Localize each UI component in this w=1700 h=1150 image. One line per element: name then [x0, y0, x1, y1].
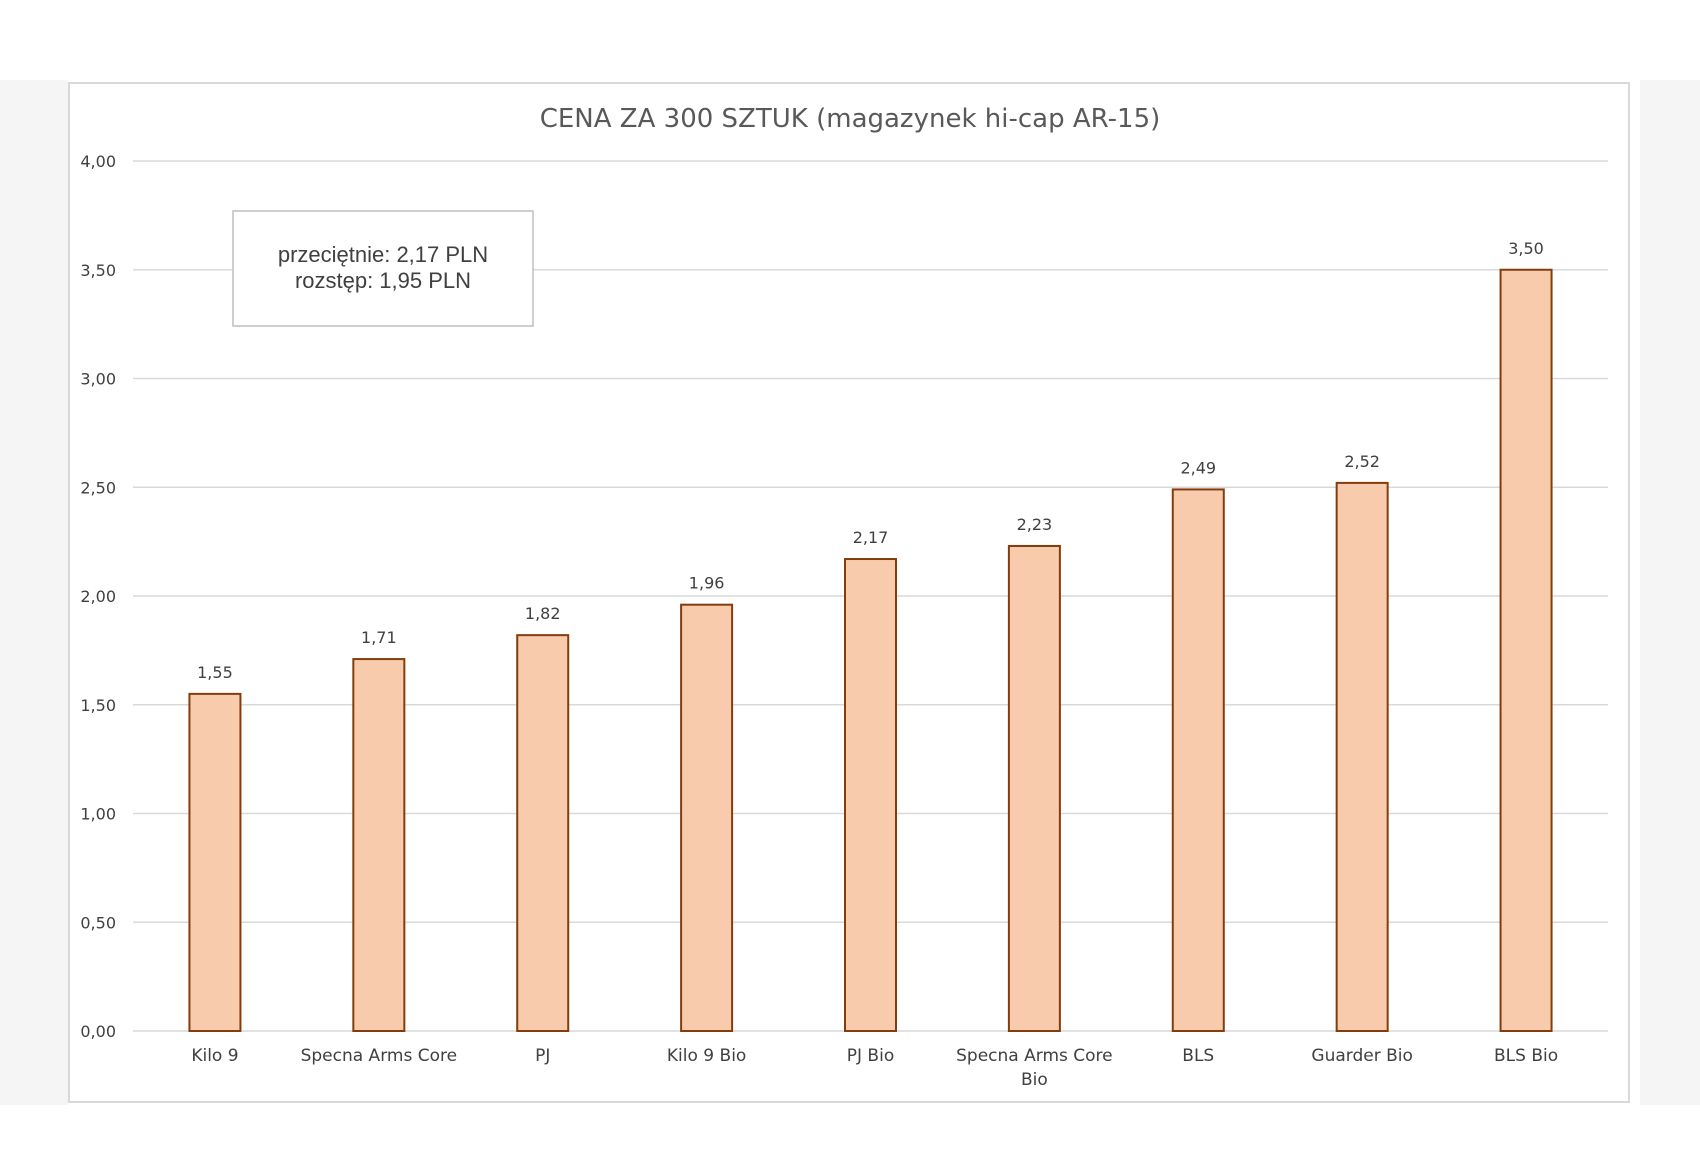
y-tick-label: 0,00 [80, 1022, 116, 1041]
annotation-box-border [232, 210, 534, 327]
y-axis-tick-labels: 0,00 0,50 1,00 1,50 2,00 2,50 3,00 3,50 4,00 [80, 152, 116, 1041]
bar [516, 634, 570, 1033]
bar [1335, 481, 1389, 1032]
x-category-label: Specna Arms Core [956, 1046, 1112, 1066]
x-category-label: Specna Arms Core [301, 1046, 457, 1066]
bar-data-label: 2,52 [1344, 452, 1380, 471]
y-tick-label: 1,00 [80, 805, 116, 824]
y-tick-label: 3,50 [80, 261, 116, 280]
bar [680, 603, 734, 1032]
bar [1499, 268, 1553, 1032]
bar [352, 658, 406, 1032]
y-tick-label: 3,00 [80, 370, 116, 389]
bars [188, 268, 1553, 1033]
x-axis-category-labels: Kilo 9 Specna Arms Core PJ Kilo 9 Bio PJ Bio… [191, 1046, 1558, 1090]
y-tick-label: 2,00 [80, 587, 116, 606]
right-background-band [1640, 80, 1700, 1105]
chart-title: CENA ZA 300 SZTUK (magazynek hi-cap AR-1… [540, 104, 1161, 134]
bar [1171, 488, 1225, 1032]
bar-data-label: 2,23 [1017, 515, 1053, 534]
bar [188, 692, 242, 1032]
bar-data-label: 1,71 [361, 628, 397, 647]
x-category-label: BLS [1182, 1046, 1214, 1066]
x-category-label: Guarder Bio [1311, 1046, 1413, 1066]
y-tick-label: 2,50 [80, 478, 116, 497]
bar-data-label: 2,17 [853, 528, 889, 547]
annotation-box: przeciętnie: 2,17 PLN rozstęp: 1,95 PLN [232, 210, 534, 327]
bar [844, 558, 897, 1033]
y-tick-label: 1,50 [80, 696, 116, 715]
x-category-label: BLS Bio [1494, 1046, 1558, 1066]
bar-data-label: 2,49 [1180, 458, 1216, 477]
annotation-range: rozstęp: 1,95 PLN [295, 268, 471, 293]
bar-data-label: 1,55 [197, 663, 233, 682]
bar-data-label: 1,96 [689, 574, 725, 593]
data-labels: 1,55 1,71 1,82 1,96 2,17 2,23 2,49 2,52 3,50 [197, 239, 1544, 682]
left-background-band [0, 80, 68, 1105]
x-category-label: Kilo 9 [191, 1046, 238, 1066]
bar [1007, 544, 1061, 1032]
annotation-average: przeciętnie: 2,17 PLN [278, 242, 488, 267]
x-category-label: Bio [1021, 1070, 1048, 1090]
bar-data-label: 3,50 [1508, 239, 1544, 258]
x-category-label: PJ Bio [847, 1046, 894, 1066]
y-tick-label: 4,00 [80, 152, 116, 171]
x-category-label: Kilo 9 Bio [667, 1046, 746, 1066]
x-category-label: PJ [535, 1046, 550, 1066]
bar-data-label: 1,82 [525, 604, 561, 623]
y-tick-label: 0,50 [80, 913, 116, 932]
